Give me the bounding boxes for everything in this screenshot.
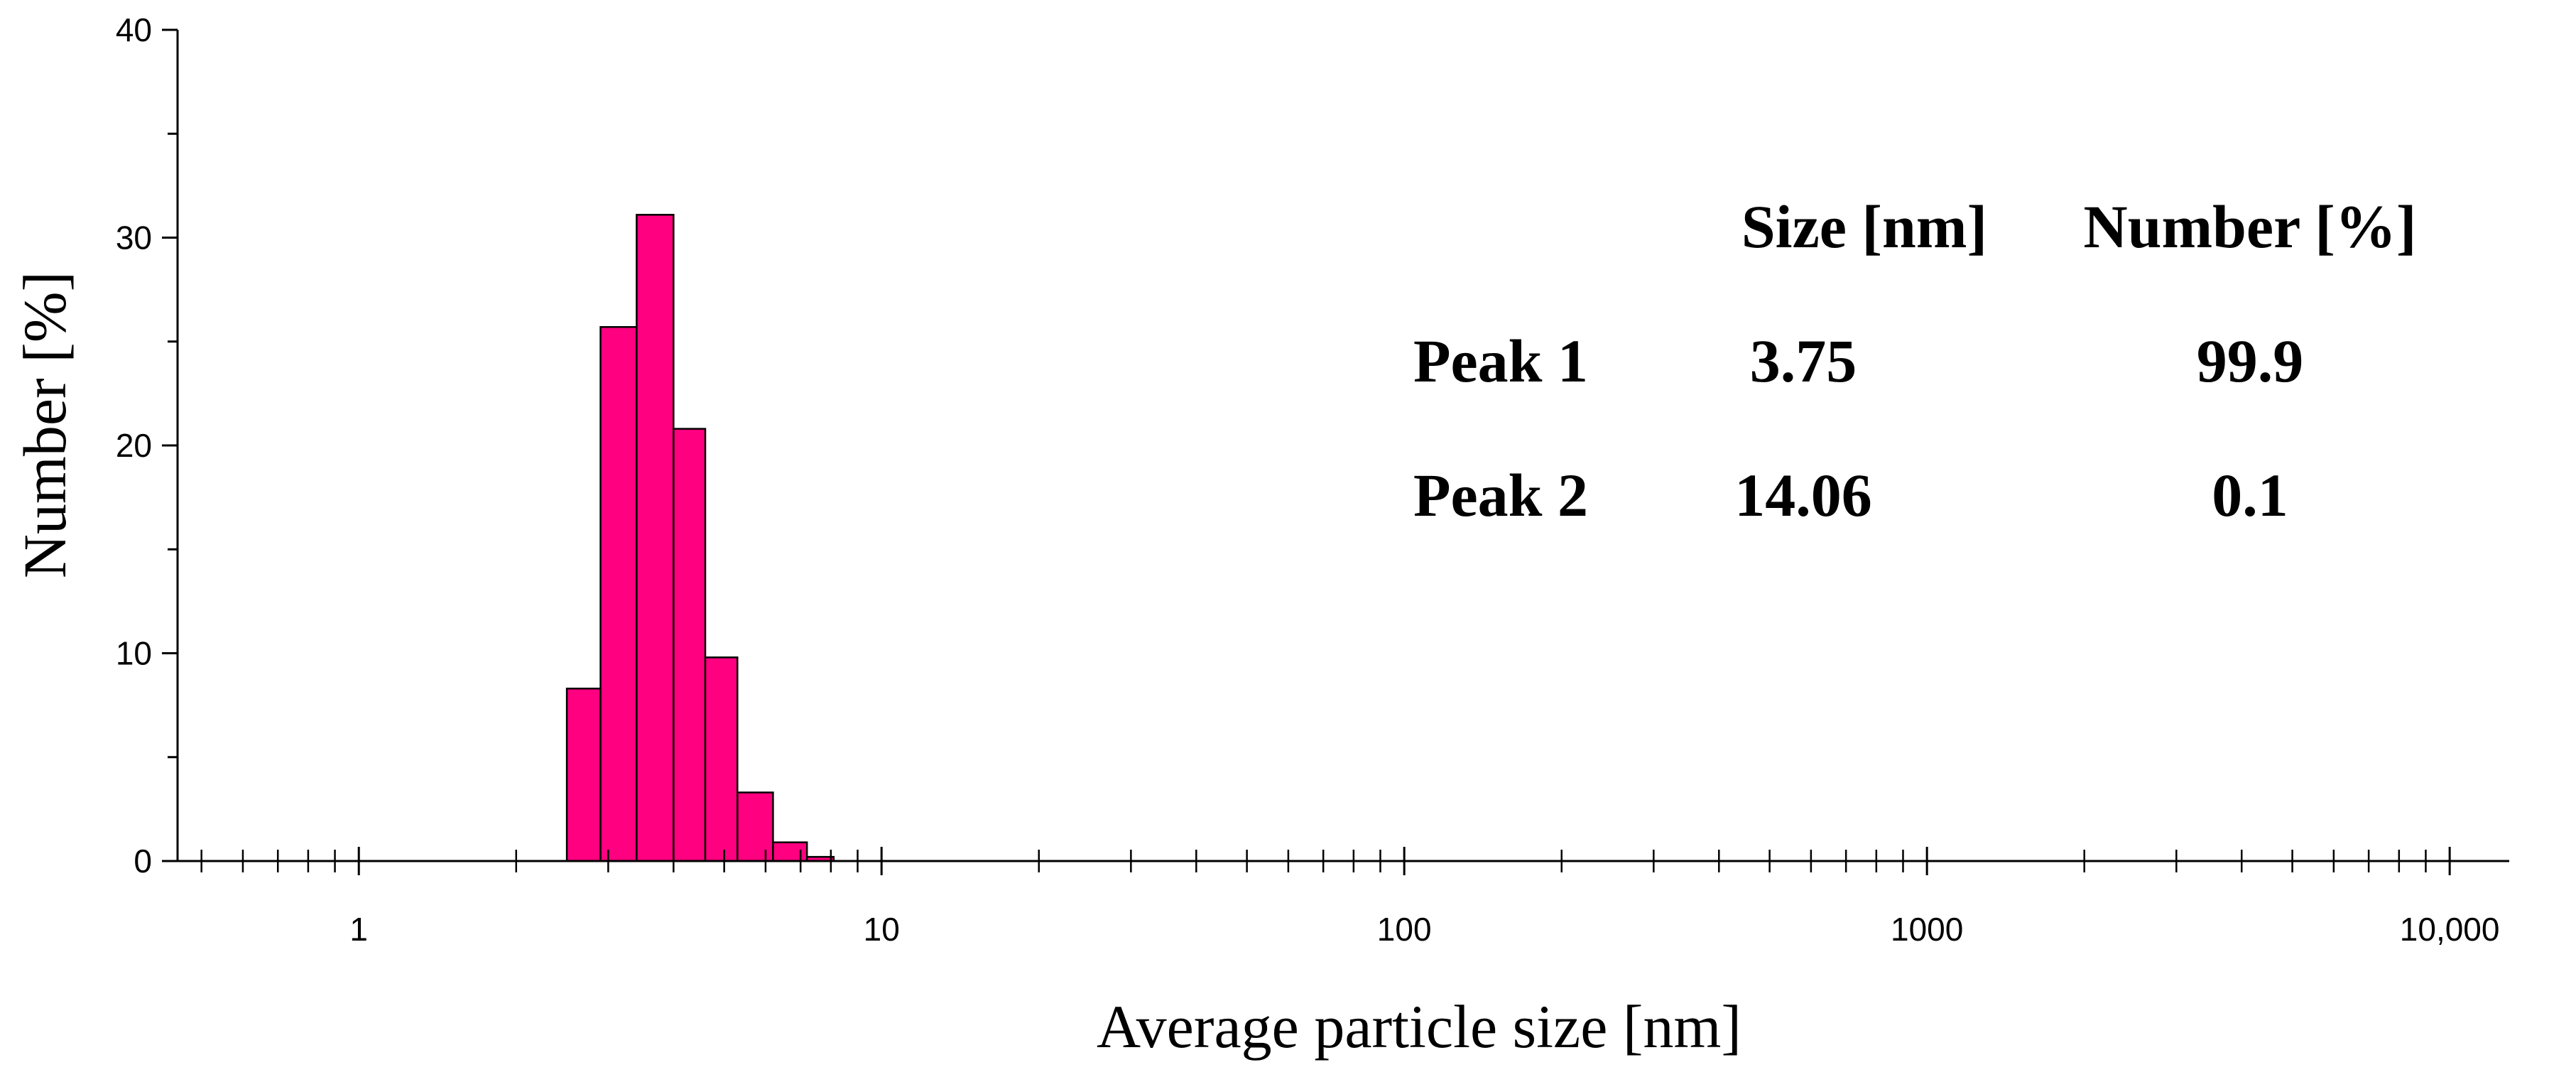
table-row-1-label: Peak 1 [1413,327,1588,395]
histogram-bars [565,214,835,862]
histogram-bar-3 [636,214,675,862]
table-header-number: Number [%] [2084,193,2417,261]
x-axis-title: Average particle size [nm] [1097,992,1741,1061]
x-tick-label: 10 [864,911,900,948]
table-row-2-number: 0.1 [2212,461,2288,529]
axis-ticks: 0 10 20 30 40 1 10 100 1000 10,000 [116,11,2500,948]
x-tick-label: 10,000 [2400,911,2500,948]
table-row-2-label: Peak 2 [1413,461,1588,529]
x-tick-label: 100 [1377,911,1432,948]
histogram-bar-1 [565,687,602,862]
table-row-1-number: 99.9 [2197,327,2304,395]
peak-table: Size [nm] Number [%] Peak 1 3.75 99.9 Pe… [1413,193,2417,529]
table-row-2-size: 14.06 [1734,461,1872,529]
y-tick-label: 10 [116,635,152,672]
y-tick-label: 0 [134,843,152,880]
histogram-bar-6 [737,791,774,862]
y-tick-label: 20 [116,427,152,464]
x-tick-label: 1000 [1891,911,1963,948]
table-row-1-size: 3.75 [1750,327,1857,395]
histogram-bar-2 [599,326,638,862]
table-header-size: Size [nm] [1741,193,1987,261]
histogram-bar-4 [673,428,707,862]
axes [176,30,2509,862]
x-tick-label: 1 [349,911,368,948]
y-tick-label: 40 [116,11,152,48]
histogram-bar-7 [772,841,808,862]
y-tick-label: 30 [116,220,152,256]
y-axis-title: Number [%] [11,271,79,578]
histogram-bar-5 [704,656,739,862]
